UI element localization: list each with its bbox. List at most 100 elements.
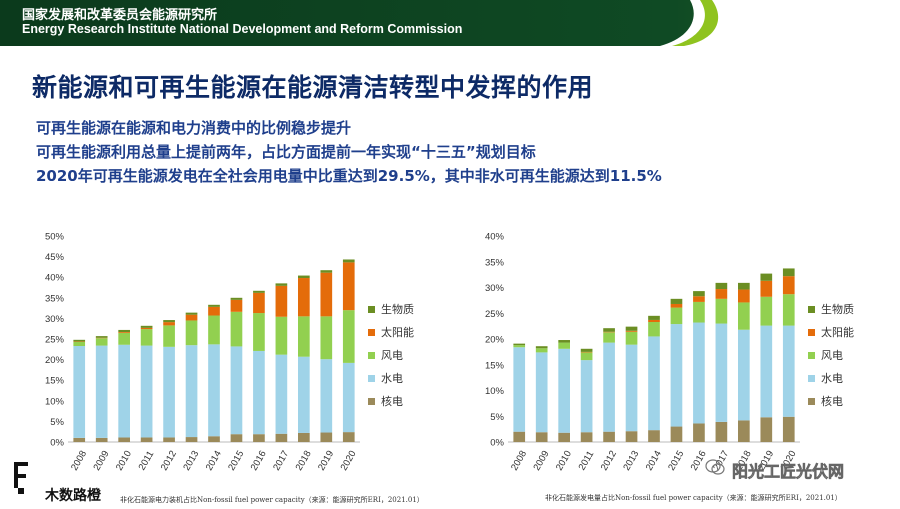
bar-segment-biomass xyxy=(275,283,288,286)
x-tick-label: 2008 xyxy=(509,449,529,473)
bar-segment-nuclear xyxy=(342,432,355,442)
bar-segment-biomass xyxy=(208,304,220,307)
org-name-cn: 国家发展和改革委员会能源研究所 xyxy=(22,8,218,23)
x-tick-label: 2020 xyxy=(339,449,359,473)
bar-segment-biomass xyxy=(320,270,333,273)
y-tick-label: 40% xyxy=(485,232,505,243)
bar-segment-hydro xyxy=(715,323,728,422)
y-tick-label: 15% xyxy=(45,376,65,387)
y-tick-label: 0% xyxy=(50,438,64,449)
bar-segment-wind xyxy=(603,332,615,343)
legend-swatch-biomass xyxy=(808,306,815,313)
bar-segment-nuclear xyxy=(185,437,198,442)
x-tick-label: 2013 xyxy=(621,449,641,473)
legend-swatch-wind xyxy=(808,352,815,359)
y-tick-label: 50% xyxy=(45,232,65,243)
bar-segment-biomass xyxy=(230,297,243,300)
capacity-share-chart: 0% 5% 10% 15% 20% 25% 30% 35% 40% 45% 50% 2008 2009 2… xyxy=(30,228,450,488)
bar-segment-biomass xyxy=(95,336,108,338)
generation-share-chart: 0% 5% 10% 15% 20% 25% 30% 35% 40% 2008 2009 2010 201… xyxy=(470,228,890,488)
wechat-icon xyxy=(705,459,725,475)
bar-segment-wind xyxy=(782,294,795,326)
chart-caption-left: 非化石能源电力装机占比Non-fossil fuel power capacit… xyxy=(120,496,424,504)
legend-swatch-hydro xyxy=(808,375,815,382)
legend-label-hydro: 水电 xyxy=(381,372,403,385)
bar-segment-biomass xyxy=(693,291,705,297)
bar-segment-nuclear xyxy=(603,431,615,442)
y-tick-label: 30% xyxy=(45,314,65,325)
bar-segment-wind xyxy=(118,332,130,345)
bar-segment-solar xyxy=(208,306,220,316)
bar-segment-nuclear xyxy=(760,417,773,442)
legend-label-nuclear: 核电 xyxy=(821,394,843,408)
bullet-item: 可再生能源在能源和电力消费中的比例稳步提升 xyxy=(36,119,352,137)
legend-label-solar: 太阳能 xyxy=(381,325,414,339)
bar-segment-biomass xyxy=(558,340,570,343)
bullet-list: 可再生能源在能源和电力消费中的比例稳步提升 可再生能源利用总量上提前两年，占比方… xyxy=(36,116,662,188)
watermark-text: 阳光工匠光伏网 xyxy=(732,462,845,482)
chart-caption-right: 非化石能源发电量占比Non-fossil fuel power capacity… xyxy=(545,494,842,502)
bar-segment-nuclear xyxy=(275,433,288,442)
y-tick-label: 10% xyxy=(485,386,505,397)
bar-segment-hydro xyxy=(580,360,593,433)
bar-segment-solar xyxy=(275,285,288,317)
bar-segment-biomass xyxy=(625,326,638,331)
bar-segment-hydro xyxy=(163,346,175,438)
y-tick-label: 5% xyxy=(50,417,64,428)
bar-segment-nuclear xyxy=(118,437,130,442)
y-tick-label: 10% xyxy=(45,396,65,407)
bar-segment-solar xyxy=(603,331,615,333)
bar-segment-biomass xyxy=(163,320,175,323)
x-tick-label: 2012 xyxy=(159,449,179,473)
bar-segment-solar xyxy=(230,299,243,312)
y-tick-label: 5% xyxy=(490,412,504,423)
bar-segment-nuclear xyxy=(230,434,243,442)
bar-segment-hydro xyxy=(320,359,333,433)
bar-segment-wind xyxy=(580,352,593,361)
bar-segment-nuclear xyxy=(782,416,795,442)
bar-segment-hydro xyxy=(140,345,153,438)
y-tick-label: 25% xyxy=(485,309,505,320)
bar-segment-wind xyxy=(230,311,243,347)
bar-segment-wind xyxy=(95,338,108,346)
bar-segment-hydro xyxy=(73,346,86,438)
bar-segment-wind xyxy=(185,320,198,346)
bar-segment-nuclear xyxy=(73,437,86,442)
bar-segment-hydro xyxy=(782,325,795,417)
bar-segment-wind xyxy=(342,310,355,363)
bar-segment-biomass xyxy=(298,275,310,279)
bar-segment-wind xyxy=(320,316,333,360)
bar-segment-solar xyxy=(580,351,593,353)
bar-segment-solar xyxy=(298,278,310,317)
bar-segment-solar xyxy=(342,262,355,311)
bar-segment-biomass xyxy=(535,346,548,349)
x-tick-label: 2018 xyxy=(294,449,314,473)
bar-segment-solar xyxy=(163,322,175,326)
y-tick-label: 15% xyxy=(485,360,505,371)
bar-segment-solar xyxy=(715,289,728,299)
x-tick-label: 2012 xyxy=(599,449,619,473)
bar-segment-solar xyxy=(140,327,153,330)
header-banner: 国家发展和改革委员会能源研究所 Energy Research Institut… xyxy=(0,0,900,46)
bar-segment-hydro xyxy=(603,342,615,432)
bar-segment-nuclear xyxy=(298,432,310,442)
legend-label-wind: 风电 xyxy=(821,349,843,362)
x-tick-label: 2010 xyxy=(554,449,574,473)
bar-segment-wind xyxy=(535,348,548,353)
bar-segment-nuclear xyxy=(513,431,526,442)
bullet-item: 可再生能源利用总量上提前两年，占比方面提前一年实现“十三五”规划目标 xyxy=(36,143,536,161)
bar-segment-hydro xyxy=(558,348,570,433)
bar-segment-biomass xyxy=(140,325,153,328)
legend-label-solar: 太阳能 xyxy=(821,325,854,339)
bar-segment-solar xyxy=(320,272,333,317)
bar-segment-wind xyxy=(648,322,660,337)
bar-segment-nuclear xyxy=(558,432,570,442)
legend-label-biomass: 生物质 xyxy=(821,302,854,316)
bar-segment-biomass xyxy=(760,273,773,281)
bar-segment-nuclear xyxy=(253,434,265,442)
legend-label-nuclear: 核电 xyxy=(381,394,403,408)
bar-segment-wind xyxy=(625,331,638,345)
legend-label-biomass: 生物质 xyxy=(381,302,414,316)
bar-segment-nuclear xyxy=(693,423,705,442)
legend-swatch-solar xyxy=(368,329,375,336)
